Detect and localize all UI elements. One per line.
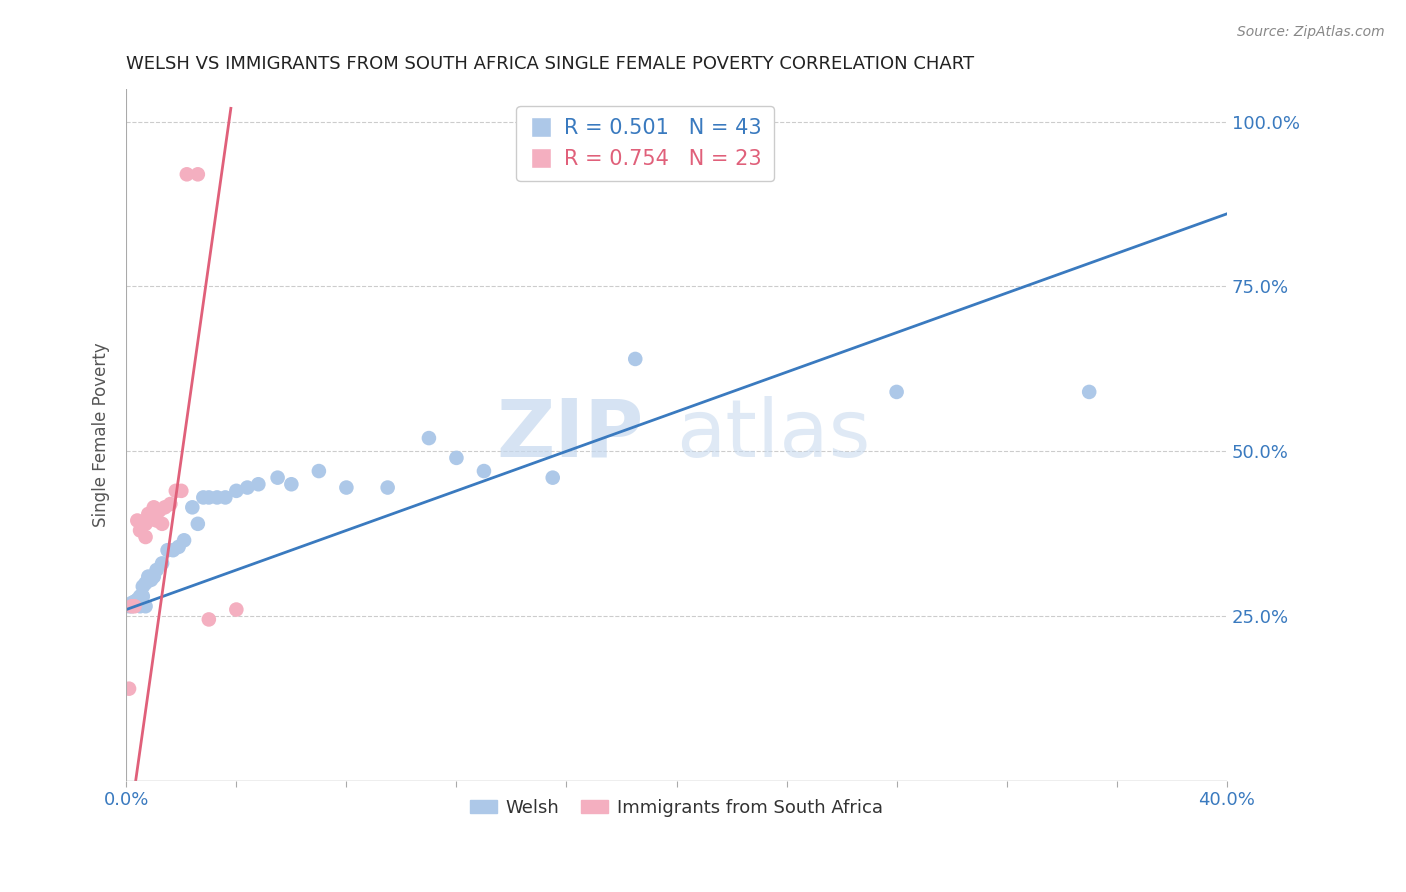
Point [135, 599, 157, 614]
Point [139, 510, 162, 524]
Point [198, 612, 221, 626]
Point [187, 167, 209, 181]
Point [165, 483, 187, 498]
Point [124, 597, 146, 611]
Point [150, 516, 173, 531]
Point [472, 464, 495, 478]
Point [198, 491, 221, 505]
Point [150, 557, 173, 571]
Point [124, 599, 146, 614]
Point [173, 533, 195, 548]
Point [170, 483, 193, 498]
Point [129, 590, 152, 604]
Point [121, 599, 143, 614]
Point [886, 384, 908, 399]
Point [156, 543, 179, 558]
Point [236, 481, 259, 495]
Point [135, 530, 157, 544]
Point [124, 594, 146, 608]
Point [135, 576, 157, 591]
Point [193, 491, 215, 505]
Point [418, 431, 440, 445]
Point [181, 500, 204, 515]
Point [446, 450, 468, 465]
Legend: Welsh, Immigrants from South Africa: Welsh, Immigrants from South Africa [463, 791, 890, 824]
Point [127, 514, 149, 528]
Point [136, 507, 159, 521]
Point [624, 351, 647, 366]
Point [176, 167, 198, 181]
Point [135, 516, 157, 531]
Point [247, 477, 270, 491]
Point [335, 481, 357, 495]
Point [214, 491, 236, 505]
Point [129, 599, 152, 614]
Point [162, 543, 184, 558]
Point [142, 500, 165, 515]
Point [136, 514, 159, 528]
Y-axis label: Single Female Poverty: Single Female Poverty [93, 343, 110, 527]
Text: Source: ZipAtlas.com: Source: ZipAtlas.com [1237, 25, 1385, 39]
Text: WELSH VS IMMIGRANTS FROM SOUTH AFRICA SINGLE FEMALE POVERTY CORRELATION CHART: WELSH VS IMMIGRANTS FROM SOUTH AFRICA SI… [127, 55, 974, 73]
Point [121, 599, 143, 614]
Point [377, 481, 399, 495]
Point [167, 540, 190, 554]
Point [187, 516, 209, 531]
Point [541, 470, 564, 484]
Point [308, 464, 330, 478]
Point [132, 516, 155, 531]
Point [145, 514, 167, 528]
Point [225, 602, 247, 616]
Point [225, 483, 247, 498]
Point [136, 569, 159, 583]
Point [280, 477, 302, 491]
Point [205, 491, 228, 505]
Point [118, 681, 141, 696]
Point [118, 599, 141, 614]
Point [1078, 384, 1101, 399]
Point [132, 590, 155, 604]
Point [148, 503, 170, 517]
Point [121, 596, 143, 610]
Point [159, 497, 181, 511]
Text: ZIP: ZIP [496, 396, 644, 474]
Point [139, 573, 162, 587]
Point [127, 596, 149, 610]
Point [129, 524, 152, 538]
Point [266, 470, 288, 484]
Point [145, 563, 167, 577]
Point [153, 500, 176, 515]
Point [142, 569, 165, 583]
Text: atlas: atlas [676, 396, 870, 474]
Point [132, 579, 155, 593]
Point [127, 592, 149, 607]
